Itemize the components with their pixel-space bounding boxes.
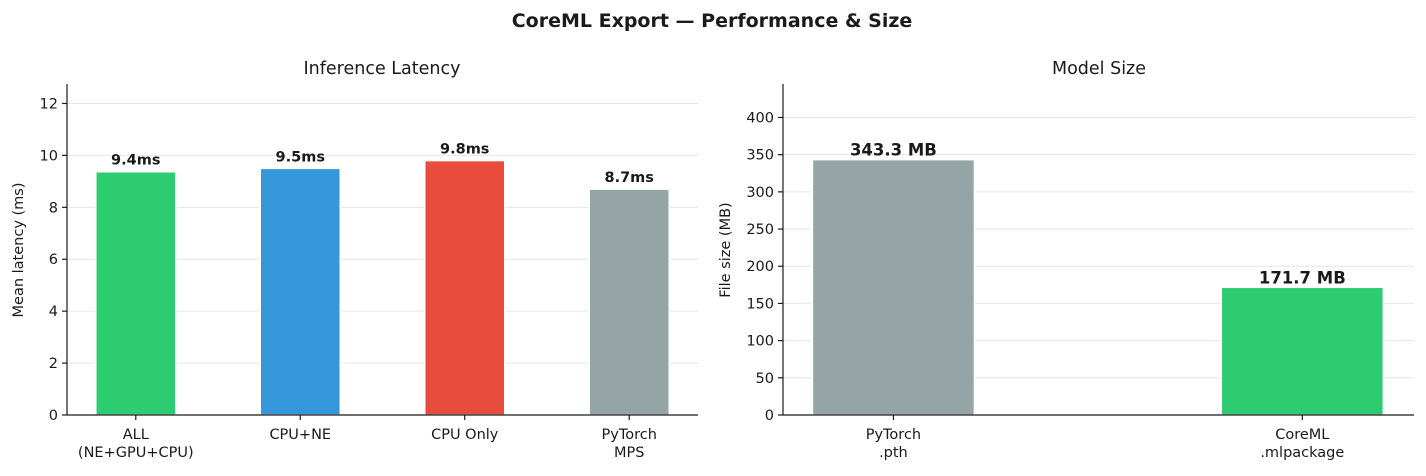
latency-y-tick-label: 2 — [49, 356, 58, 372]
size-chart: Model Size File size (MB) 0 50 100 150 200 25… — [718, 59, 1414, 461]
latency-data-label: 9.5ms — [276, 149, 325, 165]
size-y-tick-label: 50 — [756, 371, 774, 387]
size-y-tick-label: 200 — [746, 259, 774, 275]
size-bar — [811, 158, 976, 416]
size-y-tick-label: 150 — [746, 296, 774, 312]
latency-y-tick-label: 8 — [49, 200, 58, 216]
size-data-label: 171.7 MB — [1259, 268, 1346, 287]
latency-bar — [423, 159, 506, 416]
size-y-tick-label: 400 — [746, 110, 774, 126]
latency-y-tick-label: 6 — [49, 252, 58, 268]
latency-data-label: 8.7ms — [605, 170, 654, 186]
latency-y-tick-label: 0 — [49, 408, 58, 424]
size-chart-title: Model Size — [1052, 59, 1146, 79]
size-y-tick-label: 250 — [746, 222, 774, 238]
size-y-tick-label: 100 — [746, 334, 774, 350]
latency-bar — [259, 167, 342, 416]
figure-title: CoreML Export — Performance & Size — [512, 10, 913, 32]
latency-chart: Inference Latency Mean latency (ms) 0 2 4 6… — [11, 59, 698, 461]
size-y-tick-label: 300 — [746, 185, 774, 201]
latency-y-axis-label: Mean latency (ms) — [11, 183, 27, 318]
size-y-axis-label: File size (MB) — [718, 202, 734, 297]
size-bar — [1220, 286, 1385, 416]
latency-data-label: 9.8ms — [440, 142, 489, 158]
latency-y-tick-label: 10 — [40, 148, 58, 164]
size-data-label: 343.3 MB — [850, 141, 937, 160]
latency-x-tick-label: CPU+NE — [269, 427, 331, 443]
latency-y-tick-label: 4 — [49, 304, 58, 320]
latency-x-tick-label: ALL (NE+GPU+CPU) — [78, 427, 194, 461]
latency-y-tick-label: 12 — [40, 96, 58, 112]
latency-data-label: 9.4ms — [111, 153, 160, 169]
size-x-tick-label: PyTorch .pth — [866, 427, 921, 461]
latency-x-tick-label: CPU Only — [431, 427, 499, 443]
size-y-tick-label: 350 — [746, 148, 774, 164]
latency-bar — [588, 188, 670, 416]
latency-x-tick-label: PyTorch MPS — [602, 427, 657, 461]
size-y-tick-label: 0 — [765, 408, 774, 424]
size-x-tick-label: CoreML .mlpackage — [1260, 427, 1344, 461]
latency-chart-title: Inference Latency — [304, 59, 461, 79]
latency-bar — [95, 170, 177, 416]
